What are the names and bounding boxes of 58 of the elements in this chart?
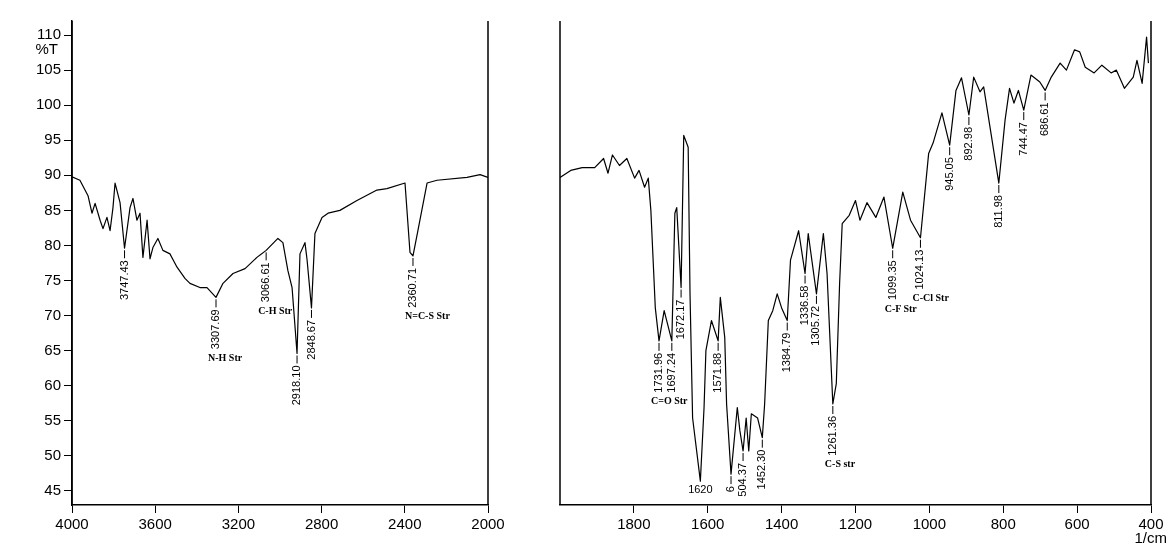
x-tick-label: 600 (1064, 515, 1090, 533)
annotation: 744.47 (1016, 122, 1029, 156)
annotation: 3066.61 (259, 262, 272, 303)
x-tick-label: 3200 (221, 515, 256, 533)
annotation: 1452.30 (755, 449, 768, 490)
annotation: 504.37 (736, 462, 749, 497)
annotation: 2848.67 (304, 319, 317, 360)
annotation: 1384.79 (780, 332, 793, 373)
y-tick-label: 95 (44, 130, 61, 148)
y-tick-label: 70 (44, 305, 61, 323)
y-tick-label: 100 (35, 95, 61, 113)
annotation: 3747.43 (117, 260, 130, 301)
y-tick-label: 90 (44, 165, 61, 183)
annotation: C=O Str (651, 395, 689, 407)
annotation: 1571.88 (711, 352, 724, 393)
annotation: 1024.13 (913, 249, 926, 290)
annotation: 1731.96 (652, 352, 665, 393)
annotation: 1261.36 (825, 415, 838, 456)
y-tick-label: 50 (44, 446, 61, 464)
annotation: 3307.69 (209, 309, 222, 350)
annotation: C-F Str (884, 302, 918, 314)
x-tick-label: 1200 (838, 515, 873, 533)
x-tick-label: 2400 (388, 515, 422, 533)
x-tick-label: 800 (990, 515, 1016, 533)
annotation: N=C-S Str (404, 310, 451, 322)
x-tick-label: 3600 (138, 515, 172, 533)
annotation: N-H Str (208, 351, 243, 363)
y-tick-label: 55 (44, 410, 61, 428)
x-tick-label: 1600 (691, 515, 725, 533)
annotation: 1672.17 (674, 299, 687, 340)
annotation: 1336.58 (798, 285, 811, 326)
x-tick-label: 1400 (764, 515, 799, 533)
annotation: 1305.72 (809, 305, 822, 346)
x-tick-label: 4000 (55, 515, 89, 533)
x-tick-label: 1000 (912, 515, 947, 533)
x-tick-label: 1800 (617, 515, 651, 533)
x-tick-label: 2000 (471, 515, 505, 533)
annotation: 945.05 (942, 157, 955, 191)
annotation: 811.98 (991, 195, 1004, 228)
y-tick-label: 75 (44, 270, 61, 288)
annotation: 2918.10 (290, 365, 303, 406)
y-tick-label: 105 (35, 60, 61, 78)
annotation: 892.98 (961, 126, 974, 161)
annotation: 1697.24 (664, 352, 677, 393)
annotation: 1099.35 (885, 260, 898, 301)
annotation: 6 (724, 486, 737, 493)
y-tick-label: 60 (44, 375, 61, 393)
annotation: 2360.71 (406, 267, 418, 308)
annotation: C-H Str (258, 304, 293, 316)
y-tick-label: 45 (44, 481, 61, 499)
y-tick-label: 80 (44, 235, 61, 253)
annotation: 1620 (688, 482, 713, 495)
y-tick-label: 85 (44, 200, 61, 218)
annotation: C-Cl Str (912, 292, 950, 304)
annotation: C-S str (824, 458, 856, 470)
x-tick-label: 2800 (304, 515, 339, 533)
y-tick-label: 65 (44, 340, 61, 358)
annotation: 686.61 (1038, 102, 1051, 137)
